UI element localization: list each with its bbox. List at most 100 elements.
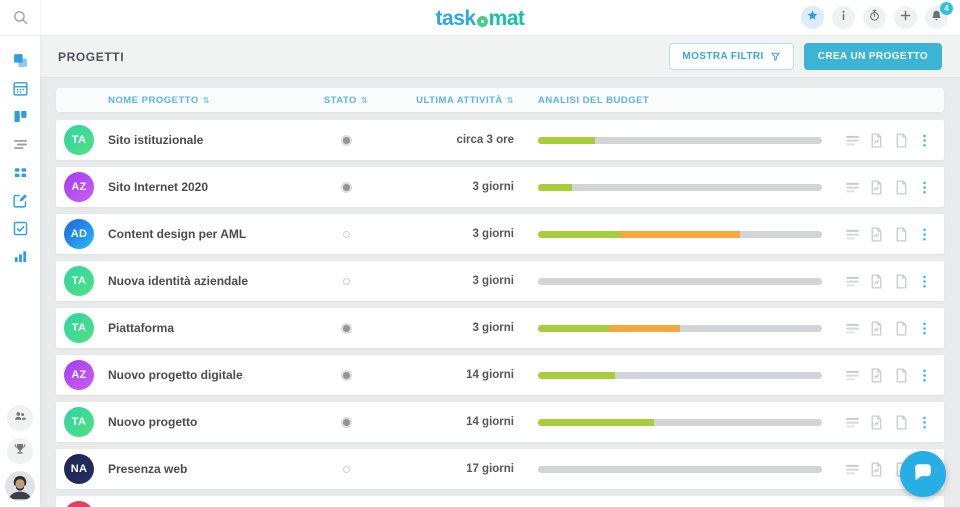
report-icon[interactable]	[868, 226, 885, 243]
budget-bar	[538, 371, 822, 379]
report-icon[interactable]	[868, 273, 885, 290]
kebab-menu-icon[interactable]	[917, 274, 932, 289]
page-toolbar: PROGETTI MOSTRA FILTRI CREA UN PROGETTO	[40, 36, 960, 78]
document-icon[interactable]	[893, 320, 910, 337]
kebab-menu-icon[interactable]	[917, 321, 932, 336]
last-activity: 3 giorni	[472, 322, 514, 334]
last-activity: 17 giorni	[466, 463, 514, 475]
project-row[interactable]: TA Nuovo progetto 14 giorni	[56, 402, 944, 442]
kebab-menu-icon[interactable]	[917, 368, 932, 383]
timer-button[interactable]	[863, 6, 886, 29]
favorites-button[interactable]	[801, 6, 824, 29]
user-avatar[interactable]	[5, 471, 35, 501]
timesheet-icon[interactable]	[844, 132, 861, 149]
report-icon[interactable]	[868, 461, 885, 478]
row-actions	[844, 179, 932, 196]
projects-icon[interactable]	[12, 52, 29, 69]
project-avatar: TA	[64, 313, 94, 343]
project-row[interactable]: AD Content design per AML 3 giorni	[56, 214, 944, 254]
report-icon[interactable]	[868, 367, 885, 384]
kebab-menu-icon[interactable]	[917, 180, 932, 195]
chat-icon	[912, 461, 934, 488]
kebab-menu-icon[interactable]	[917, 415, 932, 430]
project-name: Sito istituzionale	[108, 133, 204, 147]
project-rows: TA Sito istituzionale circa 3 ore AZ Sito In…	[56, 120, 944, 507]
budget-bar	[538, 183, 822, 191]
timesheet-icon[interactable]	[844, 179, 861, 196]
project-row[interactable]: TA Piattaforma 3 giorni	[56, 308, 944, 348]
kebab-menu-icon[interactable]	[917, 133, 932, 148]
star-icon	[806, 9, 819, 27]
status-dot	[342, 183, 350, 191]
budget-bar	[538, 136, 822, 144]
report-icon[interactable]	[868, 320, 885, 337]
project-name: Nuovo progetto digitale	[108, 368, 243, 382]
project-row[interactable]: TA Nuova identità aziendale 3 giorni	[56, 261, 944, 301]
report-icon[interactable]	[868, 414, 885, 431]
last-activity: 3 giorni	[472, 181, 514, 193]
add-new-button[interactable]	[894, 6, 917, 29]
document-icon[interactable]	[893, 226, 910, 243]
project-row[interactable]: AZ Nuovo progetto digitale 14 giorni	[56, 355, 944, 395]
kanban-icon[interactable]	[12, 108, 29, 125]
document-icon[interactable]	[893, 179, 910, 196]
achievements-button[interactable]	[7, 438, 33, 464]
project-row[interactable]: AZ Sito Internet 2020 3 giorni	[56, 167, 944, 207]
info-icon	[837, 9, 850, 27]
project-name: Content design per AML	[108, 227, 247, 241]
budget-segment-orange	[620, 230, 740, 238]
project-row[interactable]	[56, 496, 944, 507]
column-header-1[interactable]: NOME PROGETTO ⇅	[108, 94, 210, 106]
project-avatar: TA	[64, 125, 94, 155]
document-icon[interactable]	[893, 414, 910, 431]
timesheet-icon[interactable]	[844, 273, 861, 290]
info-button[interactable]	[832, 6, 855, 29]
stats-icon[interactable]	[12, 248, 29, 265]
column-header-3[interactable]: ULTIMA ATTIVITÀ ⇅	[416, 94, 514, 106]
sidebar	[0, 0, 40, 507]
project-row[interactable]: TA Sito istituzionale circa 3 ore	[56, 120, 944, 160]
sort-icon: ⇅	[202, 95, 210, 105]
stopwatch-icon	[868, 9, 881, 27]
tasks-icon[interactable]	[12, 220, 29, 237]
project-avatar: NA	[64, 454, 94, 484]
team-button[interactable]	[7, 405, 33, 431]
column-header-2[interactable]: STATO ⇅	[323, 94, 369, 106]
apps-icon[interactable]	[12, 164, 29, 181]
budget-segment-green	[538, 183, 573, 191]
project-name: Presenza web	[108, 462, 188, 476]
calendar-icon[interactable]	[12, 80, 29, 97]
sidebar-nav	[12, 52, 29, 265]
last-activity: 14 giorni	[466, 369, 514, 381]
project-avatar: AZ	[64, 360, 94, 390]
edit-icon[interactable]	[12, 192, 29, 209]
report-icon[interactable]	[868, 179, 885, 196]
filter-icon	[770, 51, 781, 62]
notifications-button[interactable]: 4	[925, 2, 953, 29]
status-dot	[342, 277, 350, 285]
timesheet-icon[interactable]	[844, 367, 861, 384]
show-filters-button[interactable]: MOSTRA FILTRI	[669, 43, 794, 70]
timesheet-icon[interactable]	[844, 414, 861, 431]
document-icon[interactable]	[893, 273, 910, 290]
document-icon[interactable]	[893, 132, 910, 149]
kebab-menu-icon[interactable]	[917, 227, 932, 242]
chat-launcher-button[interactable]	[900, 451, 946, 497]
report-icon[interactable]	[868, 132, 885, 149]
timesheet-icon[interactable]	[844, 226, 861, 243]
timesheet-icon[interactable]	[844, 461, 861, 478]
timesheet-icon[interactable]	[844, 320, 861, 337]
project-avatar: AD	[64, 219, 94, 249]
search-button[interactable]	[0, 0, 40, 36]
timeline-icon[interactable]	[12, 136, 29, 153]
create-project-button[interactable]: CREA UN PROGETTO	[803, 43, 942, 70]
column-header-4: ANALISI DEL BUDGET	[538, 94, 650, 106]
sidebar-bottom	[5, 405, 35, 507]
project-name: Nuova identità aziendale	[108, 274, 249, 288]
row-actions	[844, 320, 932, 337]
budget-bar	[538, 277, 822, 285]
project-row[interactable]: NA Presenza web 17 giorni	[56, 449, 944, 489]
document-icon[interactable]	[893, 367, 910, 384]
row-actions	[844, 226, 932, 243]
status-dot	[342, 465, 350, 473]
